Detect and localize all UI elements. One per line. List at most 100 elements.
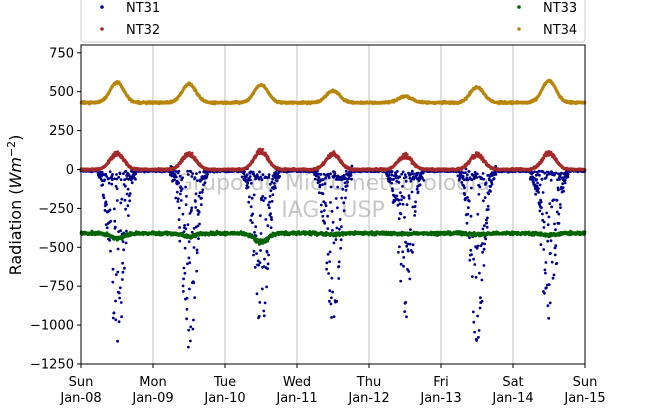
point-nt31 xyxy=(107,181,111,185)
point-nt31 xyxy=(401,250,405,254)
point-nt31 xyxy=(128,192,132,195)
point-nt31 xyxy=(178,174,182,178)
point-nt31 xyxy=(249,205,253,209)
point-nt31 xyxy=(177,218,181,222)
point-nt31 xyxy=(405,315,408,319)
point-nt31 xyxy=(549,178,553,182)
point-nt31 xyxy=(333,172,337,175)
point-nt31 xyxy=(476,244,480,248)
point-nt31 xyxy=(195,269,199,273)
point-nt31 xyxy=(198,170,202,174)
watermark-line-1: Grupo de Micrometeorologia xyxy=(176,171,490,196)
point-nt31 xyxy=(259,249,262,252)
point-nt31 xyxy=(269,189,273,193)
point-nt31 xyxy=(404,240,407,244)
point-nt31 xyxy=(472,320,476,324)
point-nt31 xyxy=(534,192,537,196)
point-nt31 xyxy=(340,196,344,200)
point-nt31 xyxy=(332,241,336,245)
point-nt31 xyxy=(266,262,270,266)
point-nt31 xyxy=(174,175,178,179)
point-nt31 xyxy=(199,203,203,207)
point-nt31 xyxy=(390,173,394,177)
point-nt31 xyxy=(540,206,543,210)
point-nt31 xyxy=(347,176,351,180)
point-nt31 xyxy=(188,287,191,291)
point-nt31 xyxy=(123,266,126,270)
point-nt31 xyxy=(267,253,270,257)
point-nt31 xyxy=(330,316,333,319)
point-nt31 xyxy=(541,191,545,194)
point-nt31 xyxy=(468,258,472,262)
point-nt31 xyxy=(115,199,119,202)
point-nt31 xyxy=(187,240,191,244)
point-nt31 xyxy=(412,172,415,176)
point-nt31 xyxy=(553,222,556,226)
point-nt31 xyxy=(195,172,198,176)
point-nt31 xyxy=(189,339,192,343)
point-nt31 xyxy=(405,203,409,207)
point-nt31 xyxy=(483,224,486,228)
point-nt31 xyxy=(203,181,207,185)
point-nt31 xyxy=(183,224,187,227)
point-nt31 xyxy=(484,237,488,241)
point-nt31 xyxy=(257,263,261,267)
point-nt32 xyxy=(405,153,409,157)
point-nt31 xyxy=(258,261,262,264)
point-nt31 xyxy=(479,296,482,300)
point-nt31 xyxy=(120,278,124,281)
point-nt31 xyxy=(404,175,408,179)
point-nt31 xyxy=(469,214,473,218)
point-nt31 xyxy=(413,205,417,208)
point-nt31 xyxy=(265,285,268,289)
point-nt31 xyxy=(254,225,258,229)
point-nt31 xyxy=(566,172,570,176)
point-nt31 xyxy=(336,206,339,210)
point-nt31 xyxy=(174,196,178,200)
point-nt31 xyxy=(486,216,489,220)
point-nt31 xyxy=(253,231,256,234)
point-nt31 xyxy=(470,275,474,278)
point-nt31 xyxy=(187,328,191,332)
point-nt31 xyxy=(390,170,394,173)
point-nt31 xyxy=(197,237,200,241)
point-nt31 xyxy=(490,182,494,186)
point-nt31 xyxy=(100,170,104,174)
point-nt31 xyxy=(406,249,410,253)
point-nt31 xyxy=(124,169,128,173)
point-nt31 xyxy=(338,218,342,221)
point-nt31 xyxy=(542,248,546,251)
point-nt31 xyxy=(251,221,254,225)
point-nt31 xyxy=(546,239,550,243)
point-nt31 xyxy=(387,173,391,177)
point-nt31 xyxy=(414,200,417,204)
series-layer xyxy=(79,78,587,349)
point-nt31 xyxy=(273,182,276,185)
point-nt31 xyxy=(261,173,265,177)
point-nt31 xyxy=(119,229,122,233)
point-nt31 xyxy=(245,173,249,177)
point-nt31 xyxy=(549,251,552,255)
point-nt31 xyxy=(327,299,331,303)
point-nt31 xyxy=(416,171,420,175)
point-nt31 xyxy=(555,261,559,265)
point-nt31 xyxy=(318,183,322,187)
point-nt31 xyxy=(461,175,465,178)
point-nt31 xyxy=(465,173,469,177)
point-nt31 xyxy=(533,170,536,174)
point-nt31 xyxy=(397,181,401,184)
point-nt31 xyxy=(476,314,479,318)
point-nt31 xyxy=(397,250,400,254)
point-nt31 xyxy=(120,197,124,201)
point-nt31 xyxy=(398,245,401,249)
point-nt31 xyxy=(190,175,194,178)
point-nt31 xyxy=(326,227,330,231)
point-nt31 xyxy=(331,229,334,232)
point-nt31 xyxy=(114,299,117,303)
point-nt31 xyxy=(180,187,184,191)
point-nt31 xyxy=(340,225,343,229)
point-nt31 xyxy=(544,176,548,180)
point-nt31 xyxy=(350,177,353,181)
point-nt31 xyxy=(328,260,331,263)
point-nt31 xyxy=(191,327,195,331)
